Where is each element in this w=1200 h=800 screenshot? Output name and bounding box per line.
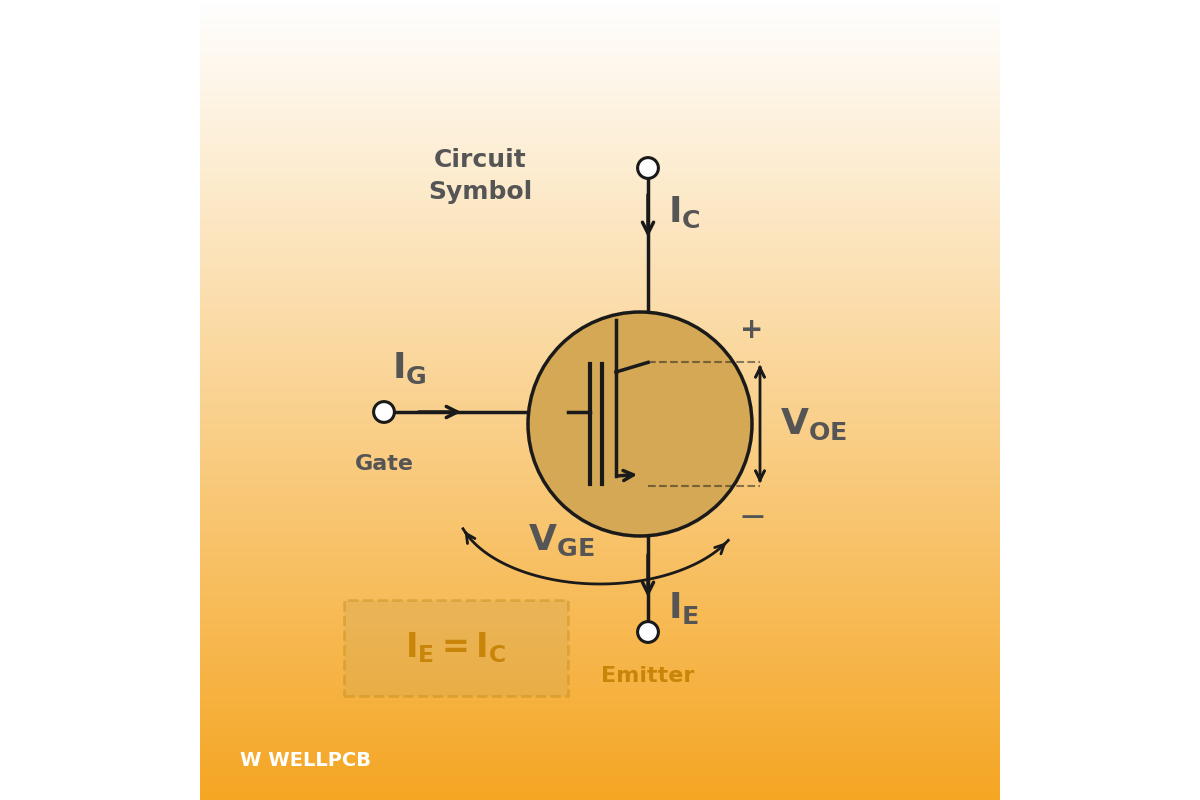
Text: −: − [738, 501, 766, 534]
Text: +: + [740, 317, 763, 344]
Circle shape [528, 312, 752, 536]
Text: $\mathbf{I_E}$: $\mathbf{I_E}$ [668, 590, 700, 626]
Circle shape [373, 402, 395, 422]
Text: $\mathbf{I_C}$: $\mathbf{I_C}$ [668, 194, 701, 230]
Text: $\mathbf{V_{OE}}$: $\mathbf{V_{OE}}$ [780, 406, 847, 442]
Text: Emitter: Emitter [601, 666, 695, 686]
Text: $\mathbf{V_{GE}}$: $\mathbf{V_{GE}}$ [528, 522, 594, 558]
Text: Gate: Gate [354, 454, 414, 474]
Text: $\mathbf{I_G}$: $\mathbf{I_G}$ [392, 350, 427, 386]
Circle shape [637, 622, 659, 642]
Text: Circuit
Symbol: Circuit Symbol [428, 148, 532, 204]
Circle shape [637, 158, 659, 178]
FancyBboxPatch shape [344, 600, 568, 696]
Text: W WELLPCB: W WELLPCB [240, 750, 371, 770]
Text: $\mathbf{I_E = I_C}$: $\mathbf{I_E = I_C}$ [406, 630, 506, 666]
